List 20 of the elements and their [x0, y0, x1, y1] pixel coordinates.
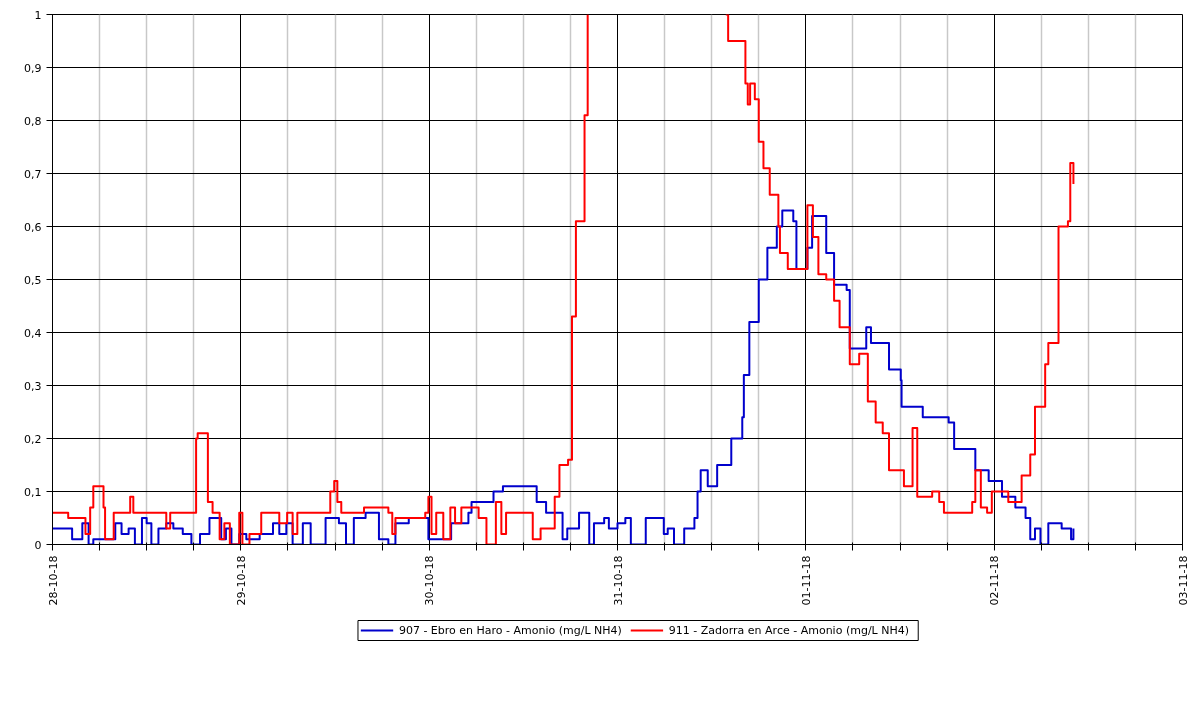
y-tick-label: 0,6 [24, 220, 42, 234]
x-tick-label: 31-10-18 [611, 555, 625, 606]
y-tick-label: 0,1 [24, 485, 42, 499]
x-tick-label: 29-10-18 [234, 555, 248, 606]
y-tick-label: 0 [34, 538, 42, 552]
legend-label: 911 - Zadorra en Arce - Amonio (mg/L NH4) [668, 624, 910, 637]
x-tick-label: 30-10-18 [423, 555, 437, 606]
legend-label: 907 - Ebro en Haro - Amonio (mg/L NH4) [398, 624, 622, 637]
y-tick-label: 1 [34, 8, 42, 22]
y-tick-label: 0,7 [24, 167, 42, 181]
x-tick-label: 02-11-18 [988, 555, 1002, 606]
x-tick-label: 01-11-18 [799, 555, 813, 606]
y-tick-label: 0,9 [24, 61, 42, 75]
x-tick-label: 03-11-18 [1176, 555, 1190, 606]
y-tick-label: 0,3 [24, 379, 42, 393]
y-tick-label: 0,5 [24, 273, 42, 287]
y-tick-label: 0,2 [24, 432, 42, 446]
y-tick-label: 0,8 [24, 114, 42, 128]
y-tick-label: 0,4 [24, 326, 42, 340]
x-tick-label: 28-10-18 [46, 555, 60, 606]
